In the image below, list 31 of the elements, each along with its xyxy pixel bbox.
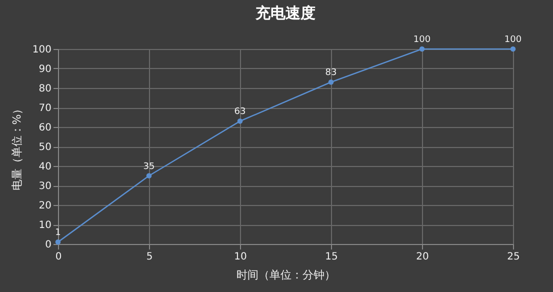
x-tick-label: 0 [55,252,62,262]
data-label: 1 [55,228,61,238]
data-label: 100 [413,35,431,45]
y-tick-label: 90 [38,64,52,75]
y-tick-label: 60 [38,122,52,134]
x-tick-label: 15 [325,252,338,262]
point [510,46,516,52]
point [328,80,334,85]
point [419,46,425,52]
point [146,173,152,178]
y-tick-label: 20 [38,200,52,212]
y-tick-label: 80 [38,84,52,94]
data-label: 100 [504,35,522,45]
y-tick-label: 10 [38,220,52,231]
data-label: 35 [143,162,155,172]
x-axis-title: 时间（单位：分钟） [236,268,336,282]
data-label: 83 [325,68,337,78]
y-tick-label: 0 [45,240,52,250]
y-tick-label: 70 [38,103,52,114]
x-tick-label: 5 [146,252,153,262]
y-axis-title: 电量（单位：%） [10,103,24,191]
chart-title: 充电速度 [254,4,316,22]
y-tick-label: 50 [38,142,52,153]
x-tick-label: 25 [507,252,520,262]
x-tick-label: 10 [234,252,247,262]
point [237,118,243,124]
y-tick-label: 40 [38,162,52,172]
x-tick-label: 20 [416,252,429,262]
y-tick-label: 30 [38,181,52,192]
data-label: 63 [234,107,246,118]
y-tick-label: 100 [32,44,52,56]
